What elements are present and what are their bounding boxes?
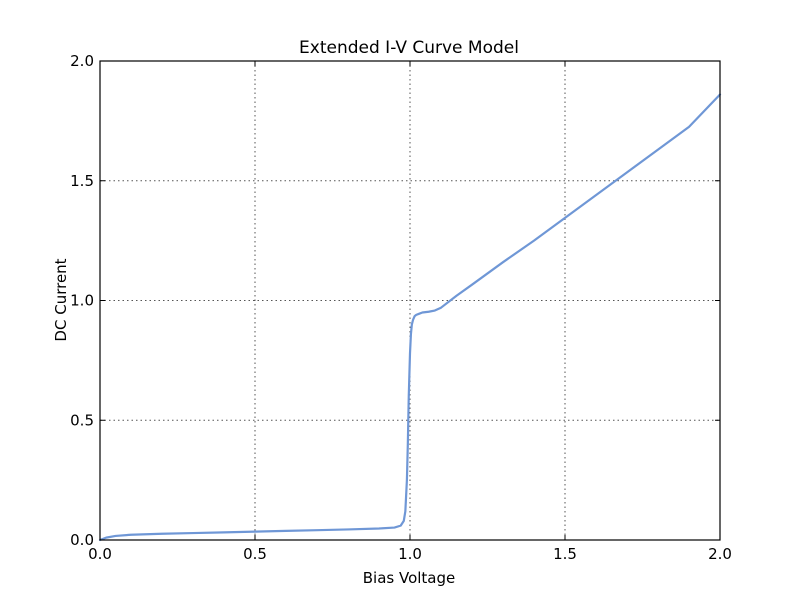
- chart-title: Extended I-V Curve Model: [299, 38, 519, 58]
- y-tick-label: 0.5: [70, 411, 94, 429]
- x-axis-label: Bias Voltage: [363, 569, 456, 587]
- y-tick-label: 1.0: [70, 292, 94, 310]
- series-layer: [98, 93, 722, 542]
- axes: 0.0 0.5 1.0 1.5 2.0 0.0 0.5 1.0 1.5 2.0: [70, 52, 732, 563]
- x-tick-label: 1.0: [398, 545, 422, 563]
- x-tick-label: 2.0: [708, 545, 732, 563]
- series-line-0: [98, 93, 722, 542]
- x-tick-label: 0.0: [88, 545, 112, 563]
- x-tick-label: 0.5: [243, 545, 267, 563]
- y-tick-label: 2.0: [70, 52, 94, 70]
- x-tick-label: 1.5: [553, 545, 577, 563]
- y-tick-label: 0.0: [70, 531, 94, 549]
- y-axis-label: DC Current: [52, 258, 70, 341]
- grid-lines: [100, 61, 720, 540]
- y-tick-label: 1.5: [70, 172, 94, 190]
